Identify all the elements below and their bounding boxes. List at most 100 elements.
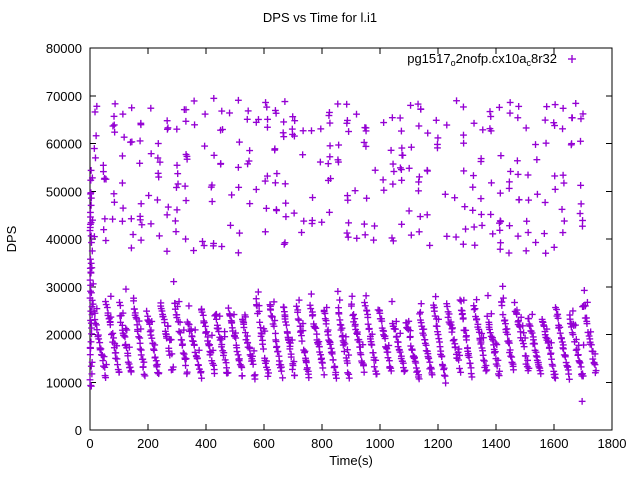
data-point (535, 363, 543, 371)
data-point (272, 179, 279, 187)
data-point (242, 329, 249, 336)
data-point (414, 100, 422, 108)
data-point (507, 168, 514, 175)
data-point (522, 352, 530, 360)
data-point (434, 331, 442, 338)
data-point (216, 336, 224, 344)
data-point (290, 358, 298, 365)
legend-entry-label: pg1517o2nofp.cx10ac8r32 (407, 51, 557, 68)
data-point (164, 203, 172, 211)
data-point (528, 311, 536, 318)
data-point (324, 160, 332, 168)
data-point (151, 353, 159, 361)
data-point (176, 329, 184, 337)
data-point (514, 114, 522, 122)
data-point (415, 122, 423, 130)
data-point (232, 329, 240, 337)
data-point (378, 317, 386, 325)
data-point (568, 114, 576, 122)
data-point (281, 180, 289, 188)
data-point (243, 332, 251, 340)
data-point (348, 292, 356, 300)
data-point (116, 302, 124, 309)
data-point (329, 356, 337, 364)
data-point (102, 374, 109, 381)
data-point (255, 116, 262, 123)
data-point (137, 119, 145, 127)
data-point (487, 332, 495, 340)
data-point (254, 288, 262, 296)
data-point (470, 119, 478, 127)
data-point (479, 126, 487, 134)
data-point (505, 249, 513, 257)
data-point (574, 351, 582, 359)
data-point (195, 361, 202, 369)
data-point (264, 366, 272, 374)
data-point (210, 151, 218, 159)
data-point (345, 128, 353, 135)
data-point (110, 334, 117, 342)
data-point (388, 298, 396, 305)
y-tick-label: 60000 (46, 137, 82, 152)
data-point (191, 349, 199, 356)
data-point (495, 103, 503, 111)
data-point (87, 362, 95, 370)
data-point (280, 118, 288, 126)
data-point (373, 370, 381, 378)
data-point (123, 326, 131, 334)
data-point (473, 296, 480, 304)
data-point (543, 334, 551, 342)
data-point (524, 171, 532, 179)
data-point (235, 183, 243, 191)
data-point (478, 222, 486, 229)
data-point (408, 346, 416, 354)
data-point (216, 312, 224, 320)
data-point (502, 320, 509, 328)
data-point (236, 355, 243, 363)
data-point (208, 198, 216, 205)
data-point (299, 327, 307, 335)
data-point (441, 190, 449, 198)
data-point (343, 359, 351, 367)
data-point (119, 309, 127, 317)
data-point (106, 321, 114, 329)
data-point (384, 354, 392, 362)
data-point (563, 362, 571, 370)
data-point (88, 247, 96, 255)
data-point (163, 247, 171, 255)
data-point (176, 318, 184, 326)
data-point (572, 336, 580, 343)
data-point (218, 243, 226, 250)
data-point (473, 315, 481, 323)
data-point (510, 366, 517, 374)
data-point (583, 320, 591, 328)
data-point (243, 115, 251, 123)
data-point (326, 208, 333, 216)
data-point (212, 315, 220, 323)
data-point (113, 342, 121, 350)
data-point (532, 141, 539, 148)
data-point (477, 211, 485, 218)
data-point (522, 124, 530, 132)
data-point (451, 194, 459, 202)
data-point (423, 211, 431, 219)
data-point (294, 315, 302, 323)
x-tick-label: 400 (195, 436, 217, 451)
data-point (362, 143, 370, 150)
data-point (414, 367, 421, 375)
data-point (550, 243, 558, 251)
data-point (182, 117, 190, 125)
data-point (224, 369, 232, 377)
data-point (182, 355, 190, 363)
data-point (363, 194, 371, 202)
data-point (460, 103, 467, 111)
data-point (320, 371, 328, 379)
data-point (524, 229, 532, 236)
data-point (139, 363, 147, 371)
data-point (284, 335, 292, 343)
data-point (358, 359, 366, 367)
data-point (486, 329, 494, 337)
data-point (482, 367, 490, 375)
data-point (126, 343, 133, 351)
